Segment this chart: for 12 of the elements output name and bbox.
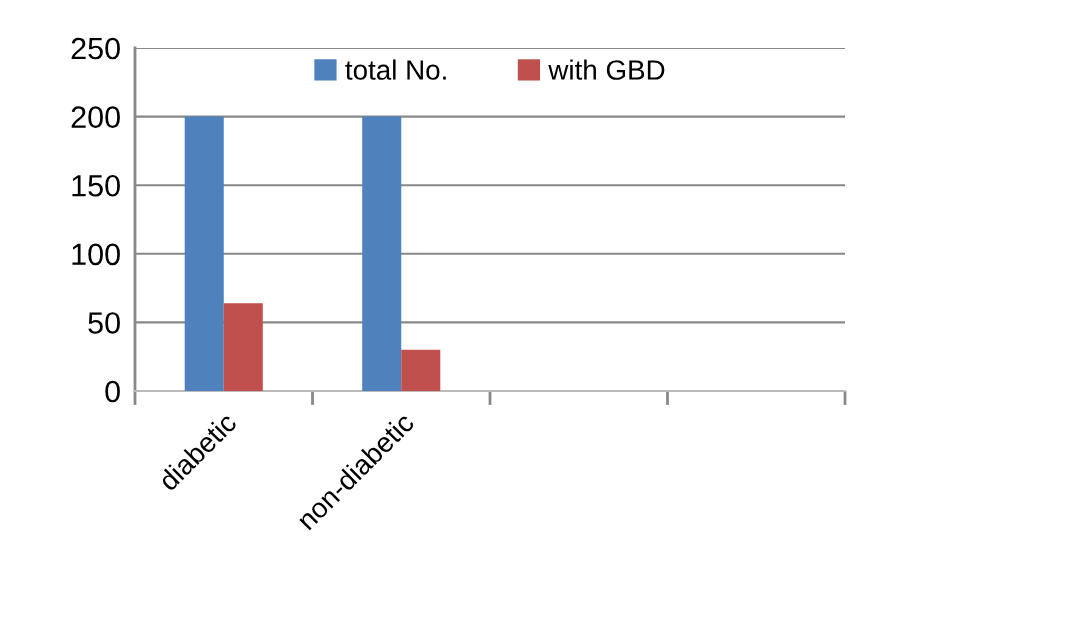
legend-label: total No. bbox=[345, 59, 446, 80]
bar bbox=[401, 349, 441, 391]
y-tick-label: 250 bbox=[71, 37, 120, 60]
y-tick-label: 0 bbox=[105, 380, 120, 403]
y-tick-label: 50 bbox=[88, 312, 120, 334]
legend-label: with GBD bbox=[548, 59, 665, 80]
bar bbox=[184, 116, 224, 391]
bar bbox=[362, 116, 402, 391]
y-tick-label: 200 bbox=[71, 106, 120, 128]
bar bbox=[223, 303, 263, 391]
y-tick-label: 150 bbox=[72, 174, 120, 197]
y-tick-label: 100 bbox=[72, 243, 120, 266]
